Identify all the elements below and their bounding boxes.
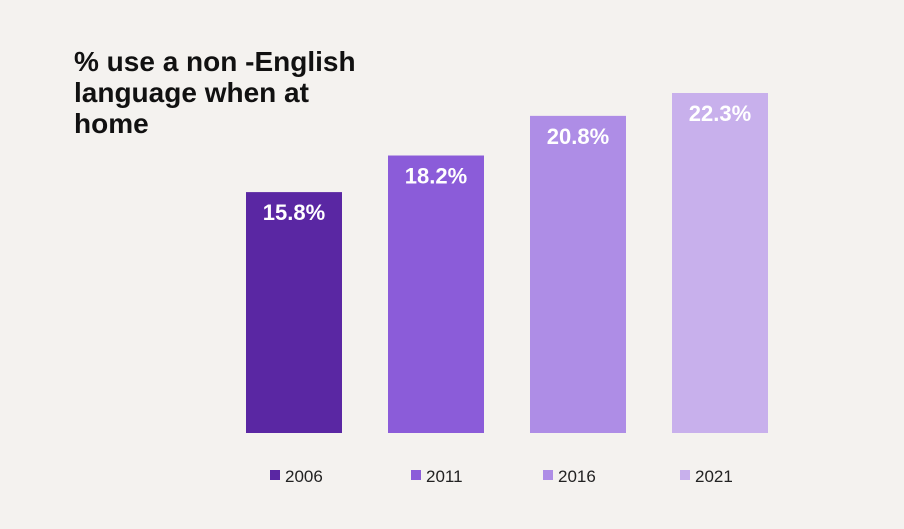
legend-label-2016: 2016: [558, 467, 596, 486]
bar-2021: [672, 93, 768, 433]
bar-2011: [388, 155, 484, 433]
legend-label-2011: 2011: [426, 467, 463, 486]
bar-2006: [246, 192, 342, 433]
data-label-2021: 22.3%: [689, 101, 751, 126]
data-label-2006: 15.8%: [263, 200, 325, 225]
legend-label-2006: 2006: [285, 467, 323, 486]
data-label-2016: 20.8%: [547, 124, 609, 149]
legend-swatch-2011: [411, 470, 421, 480]
legend-label-2021: 2021: [695, 467, 733, 486]
legend-swatch-2006: [270, 470, 280, 480]
data-label-2011: 18.2%: [405, 164, 467, 189]
chart-title: % use a non -English language when at ho…: [74, 46, 356, 139]
legend-swatch-2021: [680, 470, 690, 480]
legend-swatch-2016: [543, 470, 553, 480]
bar-2016: [530, 115, 626, 433]
